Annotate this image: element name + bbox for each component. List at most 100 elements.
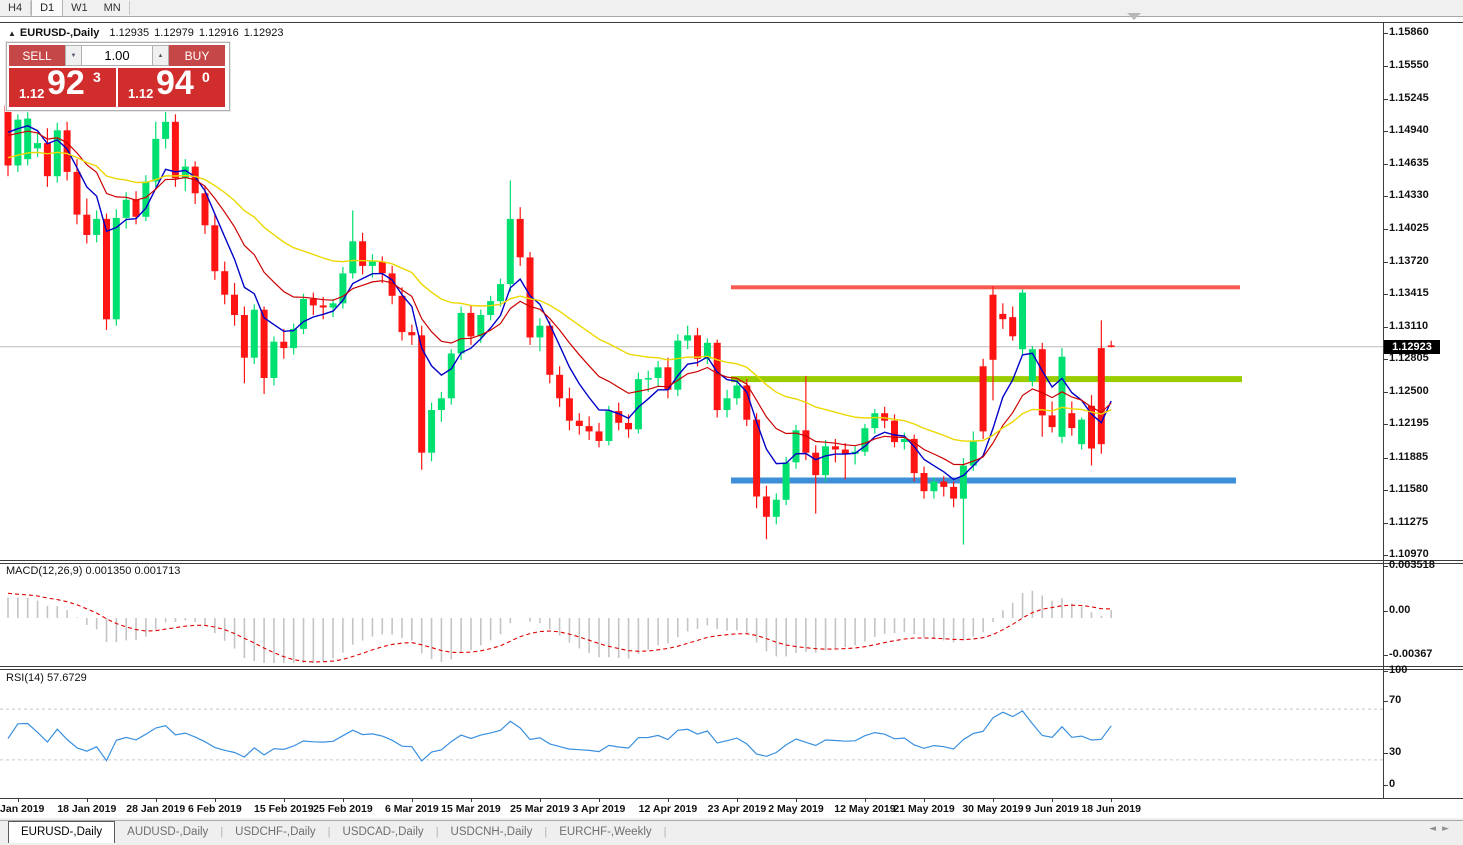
volume-decrease-button[interactable]: ▼ [65, 45, 82, 66]
axis-tick [1383, 229, 1388, 230]
macd-pane[interactable] [0, 564, 1383, 666]
axis-tick [1383, 164, 1388, 165]
date-tick [1052, 798, 1054, 802]
chart-tab-eurchf[interactable]: EURCHF-,Weekly [559, 826, 652, 838]
sell-price-panel[interactable]: 1.12 92 3 [9, 64, 116, 107]
date-axis-label: 2 May 2019 [768, 803, 824, 815]
sell-price-pip: 3 [93, 69, 101, 85]
price-axis-label: 1.13110 [1389, 320, 1429, 332]
date-tick [924, 798, 926, 802]
pane-border [0, 666, 1463, 667]
axis-tick [1383, 66, 1388, 67]
date-axis-label: 15 Mar 2019 [441, 803, 501, 815]
axis-tick [1383, 566, 1388, 567]
pane-border[interactable] [0, 563, 1463, 564]
date-tick [1111, 798, 1113, 802]
date-axis-label: 25 Mar 2019 [510, 803, 570, 815]
timeframe-button-mn[interactable]: MN [103, 2, 121, 14]
chevron-up-icon: ▲ [157, 52, 164, 59]
price-axis-label: 1.14025 [1389, 222, 1429, 234]
pane-border[interactable] [0, 669, 1463, 670]
axis-tick [1383, 131, 1388, 132]
timeframe-button-h4[interactable]: H4 [8, 2, 23, 14]
price-axis-label: 1.11885 [1389, 451, 1429, 463]
tab-prev-icon[interactable]: ◄ [1429, 824, 1443, 834]
buy-price-panel[interactable]: 1.12 94 0 [118, 64, 225, 107]
pane-border [0, 22, 1463, 23]
axis-tick [1383, 458, 1388, 459]
timeframe-button-d1[interactable]: D1 [31, 0, 64, 16]
chart-shift-triangle-icon[interactable] [1127, 13, 1141, 20]
trade-controls-row: SELL ▼ 1.00 ▲ BUY [9, 45, 227, 66]
price-axis-label: 1.12195 [1389, 417, 1429, 429]
date-axis-label: 15 Feb 2019 [254, 803, 314, 815]
price-axis-label: 1.14330 [1389, 189, 1429, 201]
buy-price-prefix: 1.12 [128, 86, 154, 101]
axis-tick [1383, 196, 1388, 197]
price-axis-label: 1.11580 [1389, 483, 1429, 495]
chart-tab-audusd[interactable]: AUDUSD-,Daily [127, 826, 209, 838]
axis-tick [1383, 424, 1388, 425]
price-axis-label: 1.12500 [1389, 385, 1429, 397]
volume-increase-button[interactable]: ▲ [152, 45, 169, 66]
chart-tab-bar: EURUSD-,Daily AUDUSD-,Daily | USDCHF-,Daily… [0, 820, 1463, 845]
date-tick [667, 798, 669, 802]
timeframe-button-w1[interactable]: W1 [71, 2, 88, 14]
macd-axis-label: -0.00367 [1389, 648, 1433, 660]
rsi-label: RSI(14) 57.6729 [6, 672, 87, 684]
axis-tick [1383, 359, 1388, 360]
price-axis-label: 1.13720 [1389, 255, 1429, 267]
rsi-axis-label: 100 [1389, 664, 1408, 676]
rsi-pane[interactable] [0, 671, 1383, 798]
chart-tab-usdcad[interactable]: USDCAD-,Daily [342, 826, 424, 838]
axis-tick [1383, 555, 1388, 556]
tab-separator: | [544, 826, 548, 838]
buy-button[interactable]: BUY [169, 45, 225, 66]
rsi-axis-label: 70 [1389, 694, 1402, 706]
date-tick [17, 798, 19, 802]
price-axis-label: 1.14940 [1389, 124, 1429, 136]
tab-scroll-arrows[interactable]: ◄► [1429, 824, 1455, 834]
macd-axis-label: 0.00 [1389, 604, 1411, 616]
symbol-label: EURUSD-,Daily [19, 27, 100, 39]
sell-button[interactable]: SELL [9, 45, 65, 66]
ma-30 [7, 151, 1112, 442]
ma-6 [7, 125, 1112, 481]
main-price-pane[interactable] [0, 23, 1383, 560]
date-axis-label: 9 Jun 2019 [1025, 803, 1079, 815]
chart-tab-eurusd[interactable]: EURUSD-,Daily [8, 821, 116, 843]
date-tick [736, 798, 738, 802]
buy-price-pip: 0 [202, 69, 210, 85]
axis-tick [1383, 701, 1388, 702]
axis-tick [1383, 262, 1388, 263]
volume-input[interactable]: 1.00 [82, 45, 152, 66]
chart-tab-usdcnh[interactable]: USDCNH-,Daily [450, 826, 533, 838]
date-axis-label: 30 May 2019 [962, 803, 1024, 815]
date-tick [539, 798, 541, 802]
price-axis-label: 1.11275 [1389, 516, 1429, 528]
ma-13 [7, 130, 1112, 466]
axis-tick [1383, 671, 1388, 672]
chart-background [0, 17, 1463, 818]
chevron-down-icon: ▼ [70, 52, 77, 59]
price-axis-label: 1.15245 [1389, 92, 1429, 104]
high-value: 1.12979 [154, 27, 194, 39]
macd-axis-label: 0.003518 [1389, 559, 1435, 571]
one-click-trade-panel: SELL ▼ 1.00 ▲ BUY 1.12 92 3 1.12 94 0 [6, 42, 230, 111]
support-line [731, 477, 1236, 484]
tab-next-icon[interactable]: ► [1442, 824, 1455, 834]
axis-tick [1383, 392, 1388, 393]
date-tick [214, 798, 216, 802]
current-price-badge: 1.12923 [1384, 340, 1440, 354]
close-value: 1.12923 [243, 27, 284, 39]
chart-tab-usdchf[interactable]: USDCHF-,Daily [235, 826, 316, 838]
date-axis-label: 3 Apr 2019 [572, 803, 626, 815]
buy-price-big: 94 [156, 64, 194, 102]
date-axis-label: 28 Jan 2019 [126, 803, 186, 815]
collapse-panel-icon[interactable]: ▲ [8, 29, 16, 38]
chart-title: ▲ EURUSD-,Daily 1.12935 1.12979 1.12916 1.129… [8, 27, 288, 39]
date-axis-label: 21 May 2019 [893, 803, 955, 815]
date-tick [411, 798, 413, 802]
date-axis-label: 6 Feb 2019 [187, 803, 242, 815]
axis-tick [1383, 327, 1388, 328]
